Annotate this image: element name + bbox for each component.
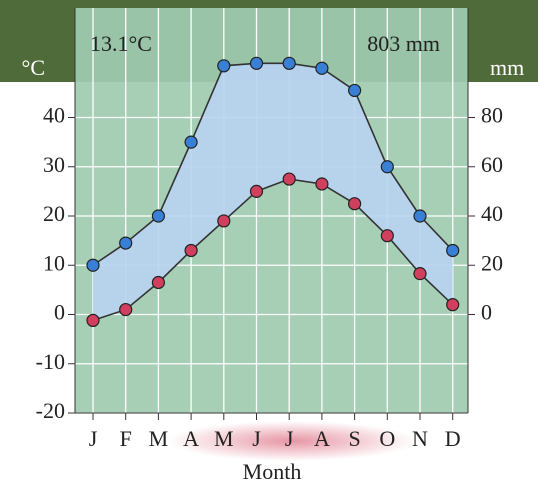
data-point bbox=[315, 177, 329, 191]
data-point bbox=[446, 298, 460, 312]
month-highlight bbox=[167, 421, 417, 461]
x-tick-label: F bbox=[120, 426, 132, 451]
series-line bbox=[92, 62, 454, 266]
y-tick-label: -10 bbox=[36, 349, 65, 374]
data-point bbox=[282, 172, 296, 186]
x-tick-label: D bbox=[445, 426, 461, 451]
data-point bbox=[249, 56, 264, 70]
x-axis-label: Month bbox=[243, 459, 302, 484]
data-point bbox=[119, 302, 133, 317]
data-point bbox=[348, 197, 362, 211]
x-tick-label: J bbox=[285, 426, 294, 451]
data-point bbox=[446, 243, 460, 258]
x-tick-label: O bbox=[379, 426, 395, 451]
y2-tick-label: 20 bbox=[481, 250, 503, 275]
y2-tick-label: 60 bbox=[481, 152, 503, 177]
data-point bbox=[315, 61, 329, 75]
data-point bbox=[184, 135, 198, 149]
y-tick-label: -20 bbox=[36, 398, 65, 423]
y2-tick-label: 80 bbox=[481, 103, 503, 128]
y2-axis-label: mm bbox=[490, 55, 524, 80]
y2-tick-label: 40 bbox=[481, 201, 503, 226]
data-point bbox=[217, 214, 231, 228]
y-tick-label: 20 bbox=[43, 201, 65, 226]
data-point bbox=[86, 258, 100, 272]
humid-area bbox=[93, 63, 453, 321]
y-axis-label: °C bbox=[22, 55, 45, 80]
data-point bbox=[217, 59, 231, 73]
data-point bbox=[119, 236, 133, 250]
precipitation-annotation: 803 mm bbox=[367, 31, 440, 56]
series-line bbox=[92, 178, 454, 322]
y2-tick-label: 0 bbox=[481, 300, 492, 325]
y-tick-label: 40 bbox=[43, 103, 65, 128]
x-tick-label: N bbox=[412, 426, 428, 451]
data-point bbox=[249, 184, 264, 198]
x-tick-label: M bbox=[149, 426, 169, 451]
y-tick-label: 0 bbox=[54, 300, 65, 325]
y-tick-label: 30 bbox=[43, 152, 65, 177]
y-tick-label: 10 bbox=[43, 250, 65, 275]
x-tick-label: A bbox=[314, 426, 330, 451]
data-point bbox=[151, 209, 165, 223]
data-point bbox=[184, 243, 198, 258]
data-point bbox=[348, 83, 362, 98]
temperature-annotation: 13.1°C bbox=[90, 31, 152, 56]
data-point bbox=[413, 209, 427, 223]
data-point bbox=[380, 229, 394, 243]
x-tick-label: J bbox=[89, 426, 98, 451]
data-point bbox=[151, 275, 165, 290]
data-point bbox=[86, 313, 100, 328]
data-point bbox=[380, 160, 394, 174]
x-tick-label: J bbox=[252, 426, 261, 451]
x-tick-label: S bbox=[348, 426, 360, 451]
data-point bbox=[413, 267, 427, 281]
x-tick-label: A bbox=[183, 426, 199, 451]
x-tick-label: M bbox=[214, 426, 234, 451]
data-point bbox=[282, 56, 296, 70]
